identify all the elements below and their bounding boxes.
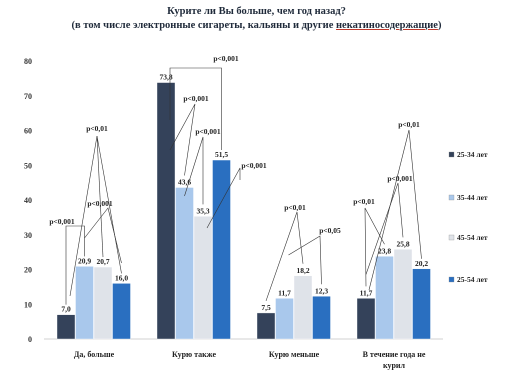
significance-label: p<0,01: [398, 120, 420, 129]
legend-swatch: [448, 151, 455, 158]
significance-label: p<0,01: [284, 203, 306, 212]
data-label: 20,9: [78, 256, 91, 265]
legend-label: 35-44 лет: [457, 193, 488, 202]
bar-1-3: [256, 312, 276, 340]
significance-bracket: [169, 67, 222, 151]
legend-label: 45-54 лет: [457, 233, 488, 242]
x-tick-label: Курю меньше: [269, 350, 320, 359]
significance-label: p<0,001: [195, 127, 221, 136]
bar-2-4: [375, 256, 394, 340]
bar-3-1: [93, 266, 113, 340]
y-tick-label: 40: [24, 196, 32, 205]
data-label: 23,8: [378, 246, 391, 255]
significance-label: p<0,001: [387, 174, 413, 183]
data-label: 20,7: [96, 257, 109, 266]
data-label: 20,2: [415, 259, 428, 268]
bar-3-3: [293, 275, 313, 340]
legend-swatch: [448, 276, 455, 283]
chart-subtitle-suffix: ): [437, 20, 442, 31]
significance-bracket: [265, 211, 304, 302]
bar-1-4: [356, 298, 376, 340]
data-label: 11,7: [278, 288, 291, 297]
bar-4-4: [412, 268, 431, 340]
chart-title: Курите ли Вы больше, чем год назад?: [167, 6, 346, 17]
data-label: 51,5: [215, 150, 228, 159]
bar-4-3: [312, 296, 331, 340]
significance-bracket: [96, 135, 104, 258]
significance-bracket: [364, 207, 385, 287]
data-label: 7,0: [61, 305, 71, 314]
y-tick-label: 0: [28, 335, 32, 344]
significance-label: p<0,05: [319, 226, 341, 235]
significance-label: p<0,001: [241, 161, 267, 170]
y-tick-label: 70: [24, 92, 32, 101]
x-tick-label: Курю также: [172, 350, 216, 359]
y-tick-label: 60: [24, 127, 32, 136]
bar-2-2: [175, 187, 194, 340]
data-label: 11,7: [360, 288, 373, 297]
x-tick-label: Да, больше: [74, 350, 115, 359]
data-label: 7,5: [261, 303, 271, 312]
legend-label: 25-34 лет: [457, 150, 488, 159]
y-tick-label: 30: [24, 231, 32, 240]
data-label: 12,3: [315, 286, 328, 295]
significance-bracket: [84, 207, 122, 264]
significance-label: p<0,01: [86, 124, 108, 133]
significance-bracket: [288, 235, 322, 285]
significance-bracket: [65, 225, 85, 305]
chart-subtitle: (в том числе электронные сигареты, калья…: [0, 20, 513, 31]
significance-label: p<0,01: [353, 197, 375, 206]
bar-4-2: [212, 159, 231, 340]
bar-3-4: [393, 249, 413, 340]
significance-label: p<0,001: [87, 199, 113, 208]
chart-subtitle-underlined: некатиносодержащие: [336, 20, 438, 31]
data-label: 35,3: [196, 206, 209, 215]
data-label: 18,2: [296, 266, 309, 275]
bar-2-1: [75, 266, 94, 340]
significance-bracket: [206, 167, 241, 229]
data-label: 43,6: [178, 177, 191, 186]
bar-4-1: [112, 283, 131, 340]
bar-1-2: [156, 82, 176, 340]
bar-2-3: [275, 298, 294, 340]
significance-bracket: [365, 182, 404, 275]
significance-bracket: [169, 103, 196, 176]
significance-bracket: [368, 129, 422, 291]
bar-1-1: [56, 314, 76, 340]
significance-bracket: [184, 136, 204, 205]
significance-label: p<0,001: [49, 217, 75, 226]
y-tick-label: 20: [24, 266, 32, 275]
y-tick-label: 80: [24, 57, 32, 66]
significance-label: p<0,001: [183, 94, 209, 103]
x-tick-label: курил: [383, 361, 406, 370]
bar-3-2: [193, 216, 213, 340]
legend-swatch: [448, 194, 455, 201]
y-tick-label: 10: [24, 300, 32, 309]
significance-label: p<0,001: [213, 54, 239, 63]
y-tick-label: 50: [24, 161, 32, 170]
data-label: 25,8: [396, 239, 409, 248]
data-label: 73,8: [159, 73, 172, 82]
legend-swatch: [448, 234, 455, 241]
legend-label: 25-54 лет: [457, 275, 488, 284]
chart-subtitle-prefix: (в том числе электронные сигареты, калья…: [71, 20, 336, 31]
data-label: 16,0: [115, 273, 128, 282]
x-tick-label: В течение года не: [363, 350, 426, 359]
